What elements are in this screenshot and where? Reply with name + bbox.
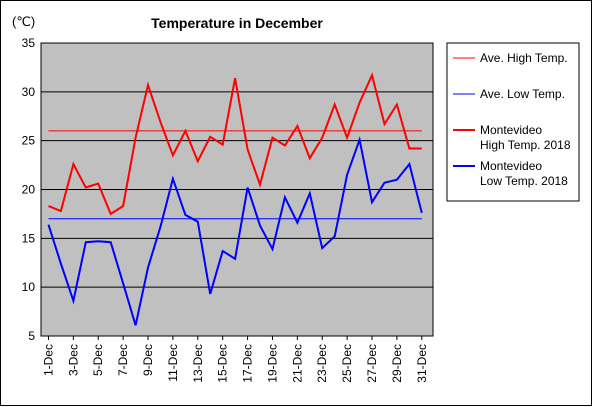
y-tick-label: 35: [22, 36, 36, 50]
legend-label: Ave. Low Temp.: [480, 87, 565, 101]
legend: Ave. High Temp.Ave. Low Temp.MontevideoH…: [453, 51, 571, 188]
y-tick-label: 30: [22, 85, 36, 99]
x-tick-label: 25-Dec: [340, 344, 354, 383]
unit-label: (℃): [12, 14, 35, 29]
x-tick-label: 23-Dec: [315, 344, 329, 383]
x-tick-label: 9-Dec: [141, 344, 155, 376]
series-lines: [47, 72, 423, 326]
x-tick-label: 31-Dec: [415, 344, 429, 383]
x-tick-label: 5-Dec: [91, 344, 105, 376]
y-tick-label: 15: [22, 231, 36, 245]
y-tick-label: 5: [28, 329, 35, 343]
x-tick-label: 3-Dec: [66, 344, 80, 376]
x-tick-label: 11-Dec: [166, 344, 180, 382]
x-tick-label: 13-Dec: [191, 344, 205, 383]
y-axis: 5 10 15 20 25 30 35: [22, 36, 36, 343]
x-tick-label: 1-Dec: [41, 344, 55, 376]
x-tick-label: 21-Dec: [290, 344, 304, 383]
x-tick-label: 27-Dec: [365, 344, 379, 383]
legend-label: Montevideo: [480, 159, 542, 173]
x-tick-label: 7-Dec: [116, 344, 130, 376]
series-line-3: [47, 135, 423, 326]
chart-title: Temperature in December: [151, 15, 323, 31]
legend-label: Low Temp. 2018: [480, 174, 568, 188]
series-line-2: [48, 72, 422, 216]
x-axis: 1-Dec 3-Dec 5-Dec 7-Dec 9-Dec 11-Dec 13-Dec 15-…: [41, 336, 429, 383]
y-tick-label: 20: [22, 183, 36, 197]
x-tick-label: 19-Dec: [265, 344, 279, 383]
x-tick-label: 17-Dec: [241, 344, 255, 383]
y-tick-label: 25: [22, 134, 36, 148]
y-tick-label: 10: [22, 280, 36, 294]
legend-label: Montevideo: [480, 123, 542, 137]
x-tick-label: 15-Dec: [216, 344, 230, 383]
legend-box: [446, 42, 580, 202]
legend-label: Ave. High Temp.: [480, 51, 568, 65]
x-tick-label: 29-Dec: [390, 344, 404, 383]
legend-label: High Temp. 2018: [480, 138, 571, 152]
